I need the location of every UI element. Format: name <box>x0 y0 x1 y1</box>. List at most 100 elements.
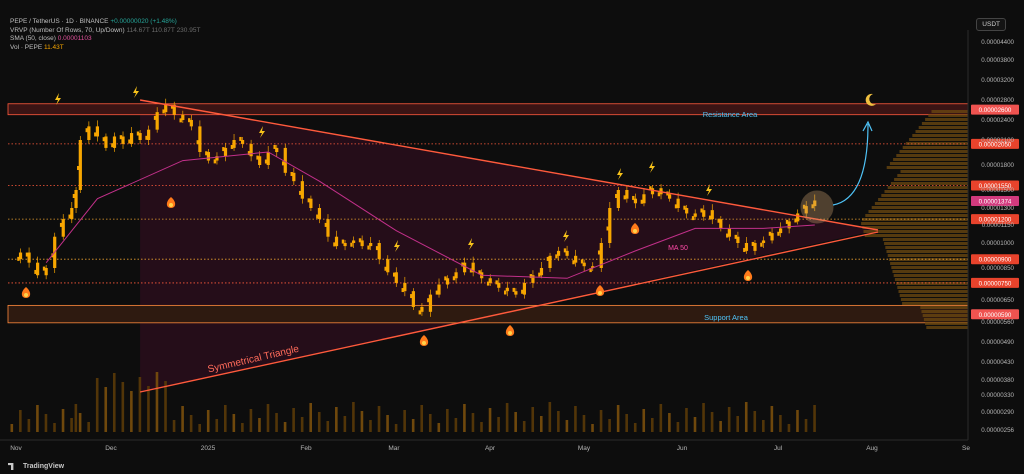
y-tick-label: 0.00002100 <box>981 137 1014 144</box>
tradingview-brand[interactable]: TradingView <box>8 463 64 470</box>
candle-body <box>223 147 228 157</box>
profile-row <box>925 118 968 121</box>
x-tick-label: Jul <box>774 445 783 452</box>
candle-body <box>514 291 518 295</box>
profile-row <box>884 190 968 193</box>
profile-row <box>898 290 968 293</box>
candle-body <box>369 243 373 247</box>
candle-body <box>281 161 285 166</box>
volume-bar <box>591 424 594 432</box>
candle-body <box>760 242 763 247</box>
volume-bar <box>78 413 82 432</box>
volume-profile <box>861 110 968 329</box>
candle-body <box>591 266 595 268</box>
candle-body <box>94 132 97 137</box>
candle-body <box>196 140 199 145</box>
candle-body <box>307 198 310 203</box>
volume-bar <box>317 412 321 432</box>
candle-body <box>232 140 236 148</box>
volume-bar <box>130 391 133 432</box>
x-tick-label: 2025 <box>201 445 216 452</box>
moon-icon <box>865 93 876 106</box>
candle-body <box>512 287 515 292</box>
volume-bar <box>770 406 774 432</box>
profile-row <box>893 274 968 277</box>
candle-body <box>548 255 552 268</box>
vrvp-values: 114.67T 110.87T 230.95T <box>126 26 201 34</box>
volume-bar <box>121 382 125 432</box>
profile-row <box>862 226 968 229</box>
candle-body <box>572 260 575 265</box>
candle-body <box>215 156 219 161</box>
candle-body <box>804 206 808 214</box>
profile-row <box>886 166 968 169</box>
volume-bar <box>360 411 364 432</box>
volume-bar <box>61 409 65 432</box>
candle-body <box>85 128 88 133</box>
candle-body <box>104 136 108 148</box>
vrvp-row[interactable]: VRVP (Number Of Rows, 70, Up/Down) 114.6… <box>10 27 200 36</box>
candle-body <box>719 219 723 229</box>
volume-bar <box>548 402 552 432</box>
y-tick-label: 0.00000256 <box>981 427 1014 434</box>
volume-bar <box>241 423 244 432</box>
candle-body <box>145 135 148 140</box>
flame-icon <box>630 223 640 234</box>
candle-body <box>292 172 296 182</box>
lightning-icon <box>394 240 400 252</box>
candle-body <box>119 135 123 140</box>
candle-body <box>153 115 157 120</box>
profile-row <box>915 130 968 133</box>
volume-bar <box>232 414 236 432</box>
symbol-row[interactable]: PEPE / TetherUS · 1D · BINANCE +0.000000… <box>10 18 200 27</box>
candle-body <box>642 194 646 204</box>
volume-bar <box>702 403 705 432</box>
profile-row <box>887 254 968 257</box>
x-tick-label: Feb <box>300 445 312 452</box>
candle-body <box>751 241 755 246</box>
profile-row <box>878 198 968 201</box>
profile-row <box>897 174 968 177</box>
volume-bar <box>668 413 671 432</box>
volume-bar <box>283 422 287 432</box>
level-tag <box>971 254 1019 265</box>
volume-bar <box>574 406 577 432</box>
upper-trendline <box>139 99 879 231</box>
candle-body <box>444 276 447 281</box>
volume-bar <box>420 405 424 432</box>
flame-icon <box>595 285 605 296</box>
candle-body <box>343 243 347 247</box>
volume-bar <box>53 423 56 432</box>
flame-icon <box>419 335 429 346</box>
profile-row <box>896 282 968 285</box>
y-tick-label: 0.00001000 <box>981 240 1014 247</box>
candle-body <box>360 240 364 247</box>
vol-row[interactable]: Vol · PEPE 11.43T <box>10 44 200 53</box>
volume-bar <box>147 386 150 432</box>
candle-body <box>164 104 168 113</box>
profile-row <box>891 266 968 269</box>
volume-bar <box>693 417 697 432</box>
sma-row[interactable]: SMA (50, close) 0.00001103 <box>10 35 200 44</box>
candle-body <box>300 181 304 199</box>
ma50-line <box>45 151 815 279</box>
x-tick-label: Apr <box>485 445 496 452</box>
volume-bar <box>300 417 304 432</box>
y-tick-label: 0.00003800 <box>981 57 1014 64</box>
volume-bar <box>582 415 586 432</box>
volume-bar <box>112 373 116 432</box>
profile-row <box>900 298 968 301</box>
candle-body <box>702 210 706 217</box>
volume-bars <box>10 372 816 432</box>
profile-row <box>868 210 968 213</box>
level-tag <box>971 138 1019 149</box>
candle-body <box>25 252 29 257</box>
y-tick-label: 0.00001500 <box>981 187 1014 194</box>
profile-row <box>921 310 968 313</box>
candle-body <box>206 152 211 161</box>
flame-core <box>169 203 173 207</box>
currency-selector[interactable]: USDT <box>976 18 1006 31</box>
profile-row <box>885 246 968 249</box>
